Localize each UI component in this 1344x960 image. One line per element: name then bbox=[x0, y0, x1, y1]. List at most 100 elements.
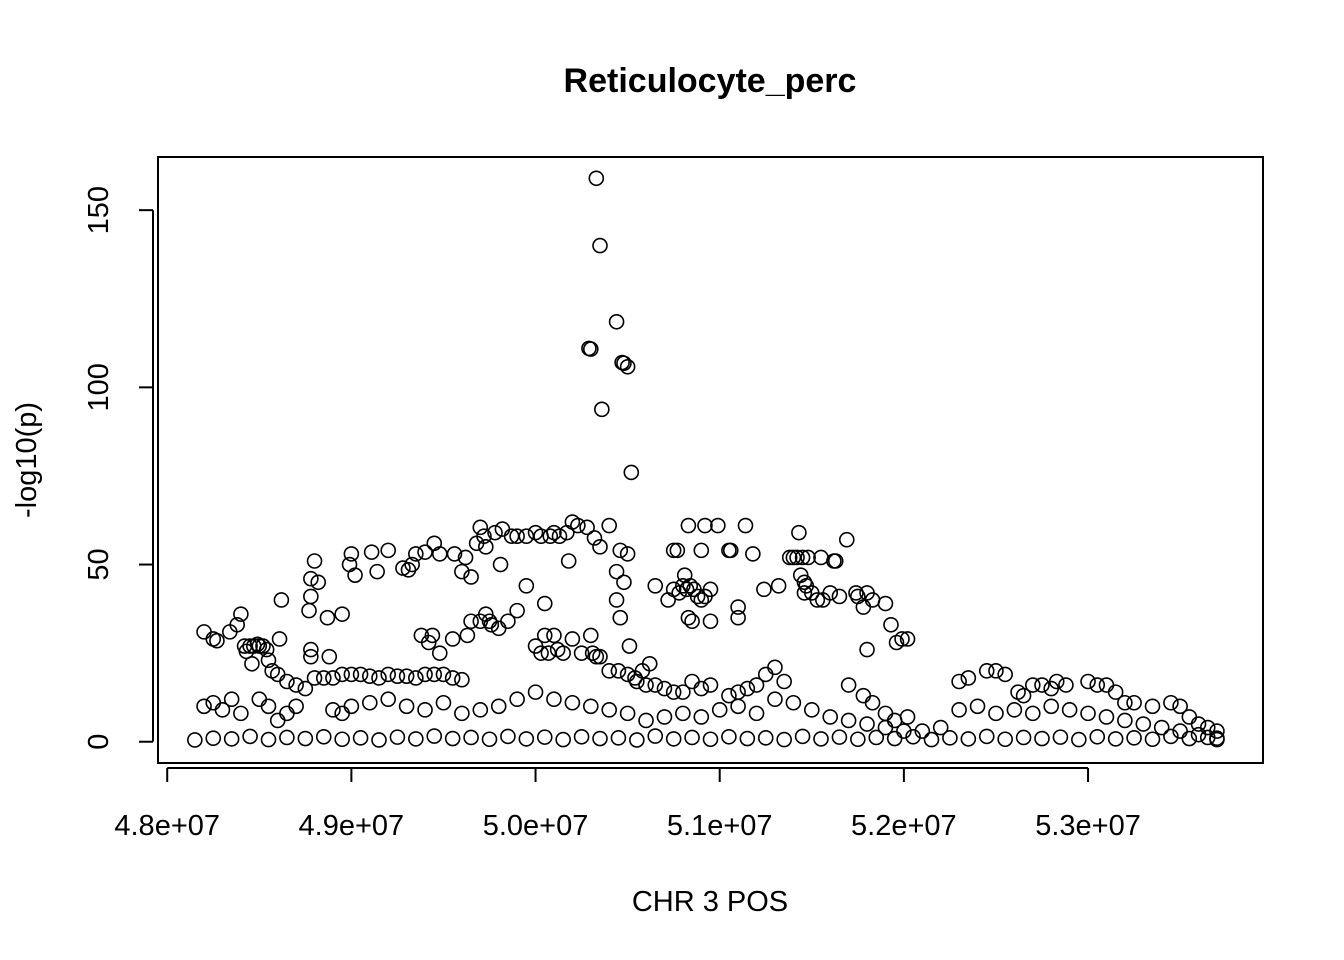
data-point bbox=[408, 670, 424, 686]
data-point bbox=[352, 666, 369, 683]
data-point bbox=[233, 606, 249, 622]
data-point bbox=[431, 546, 448, 562]
data-point bbox=[527, 524, 544, 541]
data-point bbox=[693, 709, 710, 725]
data-point bbox=[638, 712, 654, 729]
data-point bbox=[244, 655, 260, 672]
data-point bbox=[260, 698, 277, 715]
data-point bbox=[233, 705, 249, 722]
data-point bbox=[610, 663, 627, 679]
data-point bbox=[914, 723, 931, 739]
data-point bbox=[899, 709, 916, 725]
data-point bbox=[1015, 687, 1032, 704]
data-point bbox=[288, 698, 304, 715]
data-point bbox=[431, 645, 448, 661]
y-axis-label: -log10(p) bbox=[11, 402, 43, 518]
data-point bbox=[435, 666, 452, 683]
data-point bbox=[1061, 702, 1078, 718]
data-point bbox=[757, 730, 774, 746]
data-point bbox=[408, 731, 424, 747]
data-point bbox=[1071, 731, 1087, 748]
data-point bbox=[481, 731, 498, 748]
data-point bbox=[564, 631, 581, 647]
y-tick-label: 50 bbox=[83, 548, 115, 580]
y-tick-label: 150 bbox=[83, 186, 115, 234]
data-point bbox=[579, 519, 595, 536]
data-point bbox=[697, 517, 713, 534]
x-tick-label: 5.3e+07 bbox=[1035, 810, 1141, 842]
x-tick-label: 5.1e+07 bbox=[667, 810, 773, 842]
data-point bbox=[334, 606, 350, 622]
data-point bbox=[321, 648, 338, 665]
data-point bbox=[1199, 729, 1216, 746]
data-point bbox=[794, 728, 811, 745]
data-point bbox=[542, 528, 559, 544]
data-point bbox=[205, 730, 222, 746]
data-point bbox=[721, 728, 737, 745]
data-point bbox=[610, 730, 627, 746]
data-point bbox=[1015, 729, 1032, 746]
data-point bbox=[389, 668, 406, 684]
data-point bbox=[730, 609, 746, 626]
data-point bbox=[739, 680, 756, 697]
data-point bbox=[527, 684, 544, 700]
data-point bbox=[249, 636, 266, 653]
data-point bbox=[883, 616, 899, 633]
data-point bbox=[776, 673, 792, 690]
data-point bbox=[490, 698, 507, 715]
data-point bbox=[988, 705, 1004, 722]
data-point bbox=[315, 728, 332, 745]
data-point bbox=[868, 729, 885, 746]
data-point bbox=[623, 464, 640, 481]
data-point bbox=[1190, 726, 1207, 743]
data-point bbox=[444, 670, 461, 686]
data-point bbox=[612, 542, 629, 559]
data-point bbox=[601, 702, 618, 718]
data-point bbox=[675, 684, 691, 700]
data-point bbox=[500, 613, 516, 630]
data-point bbox=[675, 578, 691, 594]
data-point bbox=[813, 549, 829, 566]
data-point bbox=[306, 553, 323, 569]
data-point bbox=[831, 588, 848, 605]
data-point bbox=[408, 546, 424, 562]
data-point bbox=[686, 581, 702, 598]
data-point bbox=[1080, 673, 1096, 690]
data-point bbox=[822, 709, 839, 725]
data-point bbox=[730, 684, 746, 700]
data-point bbox=[1024, 705, 1041, 722]
data-point bbox=[1098, 709, 1115, 725]
data-point bbox=[739, 730, 756, 747]
data-point bbox=[1117, 694, 1133, 711]
data-point bbox=[730, 599, 746, 615]
data-point bbox=[800, 549, 816, 566]
data-point bbox=[426, 535, 443, 552]
data-point bbox=[855, 599, 872, 615]
data-point bbox=[1126, 694, 1142, 711]
data-point bbox=[205, 694, 222, 711]
data-point bbox=[559, 524, 575, 541]
data-point bbox=[796, 585, 813, 601]
data-point bbox=[1181, 730, 1198, 747]
data-point bbox=[791, 524, 807, 541]
data-point bbox=[671, 585, 687, 601]
data-point bbox=[669, 542, 686, 559]
data-point bbox=[325, 702, 341, 718]
y-axis: 0 50 100 150 bbox=[83, 186, 154, 750]
data-point bbox=[273, 592, 290, 608]
data-point bbox=[767, 691, 783, 708]
data-point bbox=[279, 673, 295, 690]
data-point bbox=[877, 705, 894, 722]
data-point bbox=[675, 705, 691, 722]
data-point bbox=[564, 694, 581, 711]
data-point bbox=[303, 588, 319, 605]
data-point bbox=[251, 691, 268, 708]
data-point bbox=[781, 549, 798, 566]
data-point bbox=[279, 705, 295, 722]
data-point bbox=[680, 517, 697, 534]
data-point bbox=[693, 592, 710, 608]
data-point bbox=[343, 546, 360, 562]
y-tick-label: 100 bbox=[83, 363, 115, 411]
data-point bbox=[536, 729, 553, 745]
data-point bbox=[1034, 677, 1050, 693]
